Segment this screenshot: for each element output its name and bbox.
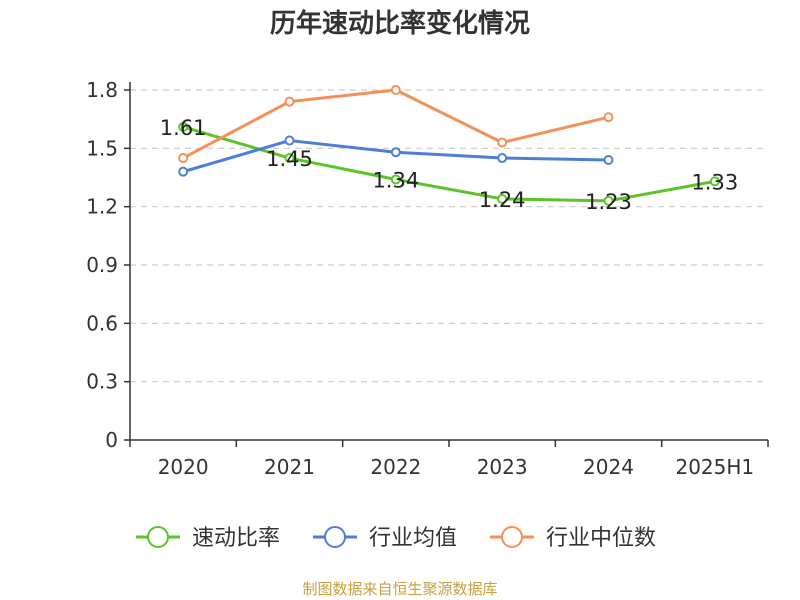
legend-item[interactable]: 速动比率 (136, 526, 280, 551)
data-point[interactable] (284, 96, 295, 107)
data-point[interactable] (390, 174, 401, 185)
legend-marker-icon (324, 526, 346, 548)
data-point[interactable] (178, 153, 189, 164)
data-point[interactable] (178, 121, 189, 132)
x-tick-label: 2023 (477, 455, 528, 479)
legend-item[interactable]: 行业中位数 (490, 526, 656, 551)
source-note: 制图数据来自恒生聚源数据库 (302, 580, 497, 598)
series-0 (178, 121, 720, 206)
gridlines (130, 89, 768, 383)
data-label: 1.24 (479, 188, 526, 212)
legend-label: 行业中位数 (546, 526, 656, 551)
data-point[interactable] (284, 135, 295, 146)
x-tick-label: 2025H1 (675, 455, 754, 479)
data-label: 1.45 (266, 147, 313, 171)
data-point[interactable] (497, 193, 508, 204)
series-1 (178, 135, 614, 177)
data-point[interactable] (497, 153, 508, 164)
data-point[interactable] (497, 137, 508, 148)
data-label: 1.33 (691, 170, 738, 194)
y-tick-label: 1.5 (86, 136, 118, 160)
data-point[interactable] (178, 166, 189, 177)
legend[interactable]: 速动比率 行业均值 行业中位数 (136, 526, 656, 551)
y-tick-label: 0 (105, 428, 118, 452)
y-tick-label: 0.6 (86, 311, 118, 335)
series-line (182, 125, 716, 203)
data-point[interactable] (284, 153, 295, 164)
data-labels: 1.61 1.45 1.34 1.24 1.23 1.33 (160, 116, 738, 214)
data-point[interactable] (603, 155, 614, 165)
axes: 0 0.3 0.6 0.9 1.2 1.5 1.8 2020 2021 2022 2023 2024 2… (86, 78, 769, 479)
legend-label: 速动比率 (192, 526, 280, 551)
data-point[interactable] (603, 195, 614, 206)
chart-title: 历年速动比率变化情况 (270, 8, 530, 39)
data-label: 1.34 (372, 168, 419, 192)
data-point[interactable] (390, 85, 401, 95)
series-group (178, 85, 720, 206)
data-label: 1.23 (585, 190, 632, 214)
y-tick-label: 1.8 (86, 78, 118, 102)
x-tick-label: 2022 (370, 455, 421, 479)
data-label: 1.61 (160, 116, 207, 140)
legend-marker-icon (147, 526, 169, 548)
x-tick-label: 2021 (264, 455, 315, 479)
legend-item[interactable]: 行业均值 (313, 526, 457, 551)
y-tick-label: 1.2 (86, 195, 118, 219)
data-point[interactable] (709, 176, 720, 187)
series-2 (178, 85, 614, 164)
x-tick-label: 2020 (158, 455, 209, 479)
data-point[interactable] (390, 147, 401, 158)
data-point[interactable] (603, 112, 614, 123)
y-tick-label: 0.9 (86, 253, 118, 277)
legend-marker-icon (501, 526, 523, 548)
x-tick-label: 2024 (583, 455, 634, 479)
legend-label: 行业均值 (369, 526, 457, 551)
y-tick-label: 0.3 (86, 370, 118, 394)
